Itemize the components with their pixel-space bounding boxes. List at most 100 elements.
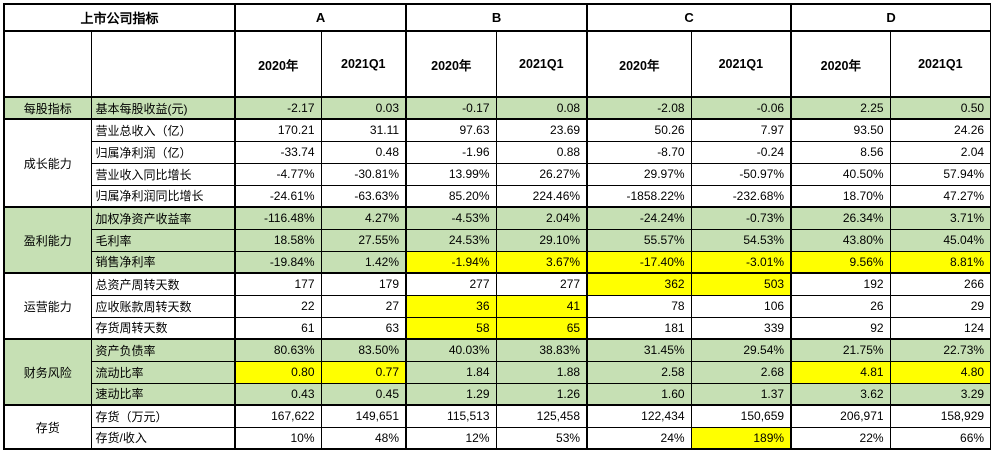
value-cell[interactable]: 80.63% [234, 338, 322, 362]
company-header-c[interactable]: C [586, 3, 793, 32]
value-cell[interactable]: 29.97% [586, 162, 692, 186]
value-cell[interactable]: -0.73% [690, 206, 793, 230]
value-cell[interactable]: 97.63 [405, 118, 497, 142]
value-cell[interactable]: 206,971 [790, 404, 891, 428]
value-cell[interactable]: 192 [790, 272, 891, 296]
value-cell[interactable]: 53% [495, 426, 589, 450]
value-cell[interactable]: 41 [495, 294, 589, 318]
value-cell[interactable]: 150,659 [690, 404, 793, 428]
value-cell[interactable]: 122,434 [586, 404, 692, 428]
value-cell[interactable]: 179 [320, 272, 408, 296]
value-cell[interactable]: 26.27% [495, 162, 589, 186]
value-cell[interactable]: 2.25 [790, 96, 891, 120]
value-cell[interactable]: 167,622 [234, 404, 322, 428]
value-cell[interactable]: -232.68% [690, 184, 793, 208]
value-cell[interactable]: 18.58% [234, 228, 322, 252]
value-cell[interactable]: 125,458 [495, 404, 589, 428]
metric-label[interactable]: 营业总收入（亿） [90, 118, 237, 142]
value-cell[interactable]: 29 [889, 294, 991, 318]
value-cell[interactable]: 10% [234, 426, 322, 450]
metric-label[interactable]: 存货（万元） [90, 404, 237, 428]
company-header-d[interactable]: D [790, 3, 991, 32]
value-cell[interactable]: 40.50% [790, 162, 891, 186]
value-cell[interactable]: 24.26 [889, 118, 991, 142]
value-cell[interactable]: 12% [405, 426, 497, 450]
value-cell[interactable]: 277 [495, 272, 589, 296]
value-cell[interactable]: 55.57% [586, 228, 692, 252]
value-cell[interactable]: 2.04 [889, 140, 991, 164]
value-cell[interactable]: 0.48 [320, 140, 408, 164]
value-cell[interactable]: 503 [690, 272, 793, 296]
period-header[interactable]: 2020年 [405, 30, 497, 98]
value-cell[interactable]: 1.60 [586, 382, 692, 406]
value-cell[interactable]: 277 [405, 272, 497, 296]
value-cell[interactable]: -0.24 [690, 140, 793, 164]
value-cell[interactable]: -3.01% [690, 250, 793, 274]
value-cell[interactable]: -1.96 [405, 140, 497, 164]
value-cell[interactable]: -17.40% [586, 250, 692, 274]
value-cell[interactable]: 92 [790, 316, 891, 340]
value-cell[interactable]: 0.88 [495, 140, 589, 164]
value-cell[interactable]: 1.29 [405, 382, 497, 406]
value-cell[interactable]: 85.20% [405, 184, 497, 208]
value-cell[interactable]: 266 [889, 272, 991, 296]
value-cell[interactable]: 29.54% [690, 338, 793, 362]
value-cell[interactable]: 1.84 [405, 360, 497, 384]
value-cell[interactable]: -0.17 [405, 96, 497, 120]
period-header[interactable]: 2021Q1 [320, 30, 408, 98]
value-cell[interactable]: 54.53% [690, 228, 793, 252]
value-cell[interactable]: 40.03% [405, 338, 497, 362]
metric-label[interactable]: 归属净利润（亿） [90, 140, 237, 164]
value-cell[interactable]: -30.81% [320, 162, 408, 186]
value-cell[interactable]: 0.43 [234, 382, 322, 406]
value-cell[interactable]: 65 [495, 316, 589, 340]
value-cell[interactable]: 1.26 [495, 382, 589, 406]
value-cell[interactable]: 27.55% [320, 228, 408, 252]
value-cell[interactable]: 0.45 [320, 382, 408, 406]
group-label[interactable]: 每股指标 [3, 96, 92, 120]
value-cell[interactable]: 170.21 [234, 118, 322, 142]
metric-label[interactable]: 资产负债率 [90, 338, 237, 362]
value-cell[interactable]: 4.81 [790, 360, 891, 384]
company-header-b[interactable]: B [405, 3, 589, 32]
metric-label[interactable]: 基本每股收益(元) [90, 96, 237, 120]
value-cell[interactable]: 3.29 [889, 382, 991, 406]
metric-label[interactable]: 营业收入同比增长 [90, 162, 237, 186]
company-header-a[interactable]: A [234, 3, 408, 32]
value-cell[interactable]: -4.77% [234, 162, 322, 186]
value-cell[interactable]: 13.99% [405, 162, 497, 186]
value-cell[interactable]: 106 [690, 294, 793, 318]
value-cell[interactable]: 124 [889, 316, 991, 340]
value-cell[interactable]: -116.48% [234, 206, 322, 230]
value-cell[interactable]: 2.58 [586, 360, 692, 384]
value-cell[interactable]: -1.94% [405, 250, 497, 274]
value-cell[interactable]: 61 [234, 316, 322, 340]
value-cell[interactable]: 47.27% [889, 184, 991, 208]
value-cell[interactable]: -63.63% [320, 184, 408, 208]
value-cell[interactable]: 189% [690, 426, 793, 450]
value-cell[interactable]: 158,929 [889, 404, 991, 428]
metric-label[interactable]: 总资产周转天数 [90, 272, 237, 296]
value-cell[interactable]: 24% [586, 426, 692, 450]
value-cell[interactable]: 4.27% [320, 206, 408, 230]
value-cell[interactable]: 58 [405, 316, 497, 340]
value-cell[interactable]: -1858.22% [586, 184, 692, 208]
group-label[interactable]: 财务风险 [3, 338, 92, 406]
metric-label[interactable]: 加权净资产收益率 [90, 206, 237, 230]
value-cell[interactable]: 24.53% [405, 228, 497, 252]
value-cell[interactable]: 50.26 [586, 118, 692, 142]
metric-label[interactable]: 流动比率 [90, 360, 237, 384]
metric-label[interactable]: 存货/收入 [90, 426, 237, 450]
metric-label[interactable]: 归属净利润同比增长 [90, 184, 237, 208]
value-cell[interactable]: 63 [320, 316, 408, 340]
value-cell[interactable]: 339 [690, 316, 793, 340]
value-cell[interactable]: -50.97% [690, 162, 793, 186]
value-cell[interactable]: 31.45% [586, 338, 692, 362]
value-cell[interactable]: -0.06 [690, 96, 793, 120]
value-cell[interactable]: 78 [586, 294, 692, 318]
period-header[interactable]: 2021Q1 [495, 30, 589, 98]
value-cell[interactable]: -2.17 [234, 96, 322, 120]
value-cell[interactable]: 21.75% [790, 338, 891, 362]
value-cell[interactable]: 1.42% [320, 250, 408, 274]
value-cell[interactable]: 18.70% [790, 184, 891, 208]
